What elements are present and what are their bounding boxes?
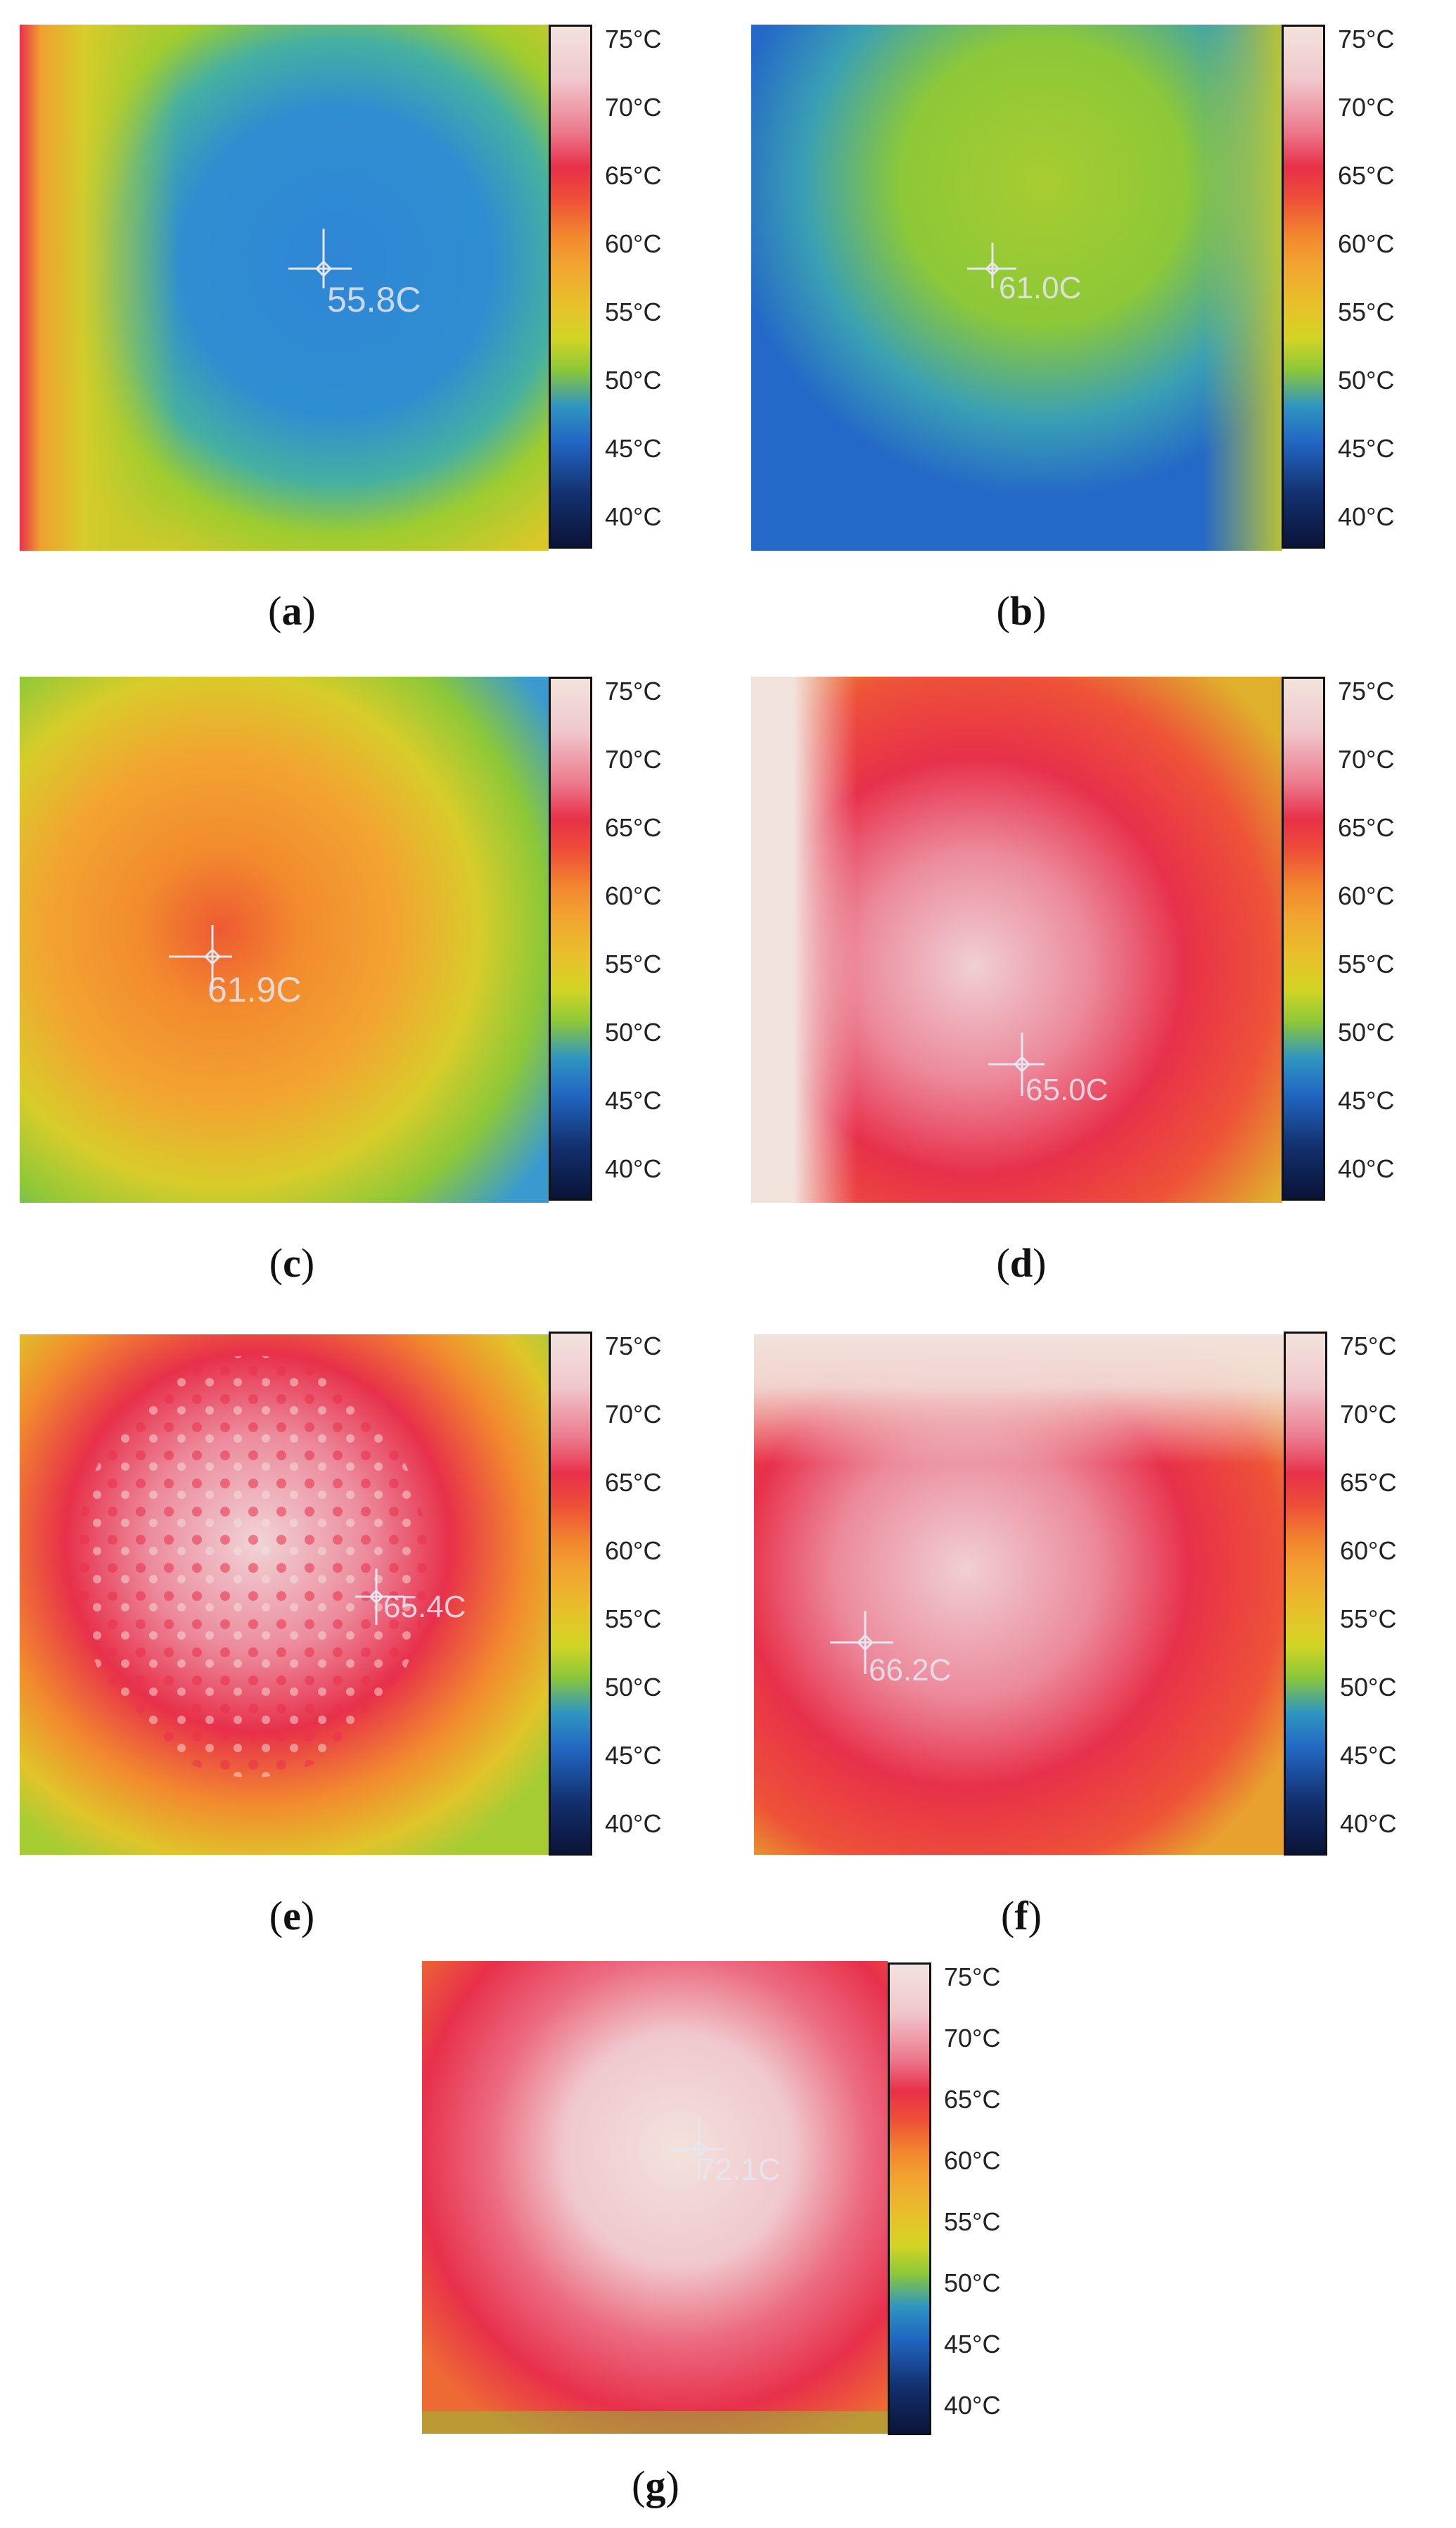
panel-caption: (g) <box>632 2463 679 2508</box>
scale-tick: 70°C <box>605 1400 662 1429</box>
scale-tick: 45°C <box>605 434 662 463</box>
scale-tick: 50°C <box>1338 366 1395 395</box>
scale-tick: 75°C <box>1338 25 1395 53</box>
temperature-reading: 66.2C <box>869 1653 952 1687</box>
scale-tick: 65°C <box>1338 813 1395 842</box>
scale-tick: 75°C <box>1340 1332 1397 1360</box>
scale-tick: 75°C <box>944 1962 1001 1991</box>
scale-tick: 65°C <box>944 2085 1001 2114</box>
scale-tick: 45°C <box>1338 434 1395 463</box>
scale-tick: 55°C <box>1340 1604 1397 1633</box>
color-scale-bar <box>549 1332 592 1856</box>
scale-tick: 50°C <box>605 1018 662 1047</box>
scale-tick: 50°C <box>605 1673 662 1702</box>
scale-tick: 40°C <box>605 1809 662 1838</box>
scale-tick: 75°C <box>1338 677 1395 706</box>
thermal-image-e <box>20 1334 549 1855</box>
color-scale-bar <box>888 1962 931 2435</box>
temperature-reading: 55.8C <box>327 280 421 319</box>
scale-tick: 45°C <box>605 1086 662 1115</box>
scale-tick: 55°C <box>1338 950 1395 978</box>
scale-tick: 65°C <box>605 161 662 190</box>
panel-caption: (d) <box>996 1240 1047 1286</box>
temperature-reading: 61.0C <box>999 271 1082 305</box>
scale-tick: 60°C <box>605 229 662 258</box>
scale-tick: 65°C <box>1340 1468 1397 1497</box>
scale-tick: 40°C <box>1340 1809 1397 1838</box>
scale-tick: 50°C <box>1340 1673 1397 1702</box>
scale-tick: 55°C <box>944 2207 1001 2236</box>
scale-tick: 65°C <box>605 813 662 842</box>
scale-tick: 70°C <box>1338 745 1395 774</box>
color-scale-bar <box>1282 25 1325 549</box>
scale-tick: 65°C <box>605 1468 662 1497</box>
scale-tick: 40°C <box>605 1154 662 1183</box>
scale-tick: 45°C <box>605 1741 662 1770</box>
scale-tick: 60°C <box>605 881 662 910</box>
panel-caption: (f) <box>1001 1893 1042 1939</box>
panel-caption: (a) <box>268 588 316 634</box>
temperature-reading: 65.4C <box>383 1590 466 1624</box>
color-scale-bar <box>549 677 592 1201</box>
scale-tick: 75°C <box>605 677 662 706</box>
scale-tick: 40°C <box>944 2391 1001 2420</box>
thermal-image-b <box>751 25 1282 551</box>
scale-tick: 40°C <box>1338 502 1395 531</box>
scale-tick: 60°C <box>605 1536 662 1565</box>
scale-tick: 55°C <box>605 950 662 978</box>
thermal-image-f <box>754 1334 1285 1855</box>
panel-caption: (e) <box>269 1893 315 1939</box>
crosshair-icon <box>830 1611 893 1674</box>
thermal-image-g <box>422 1961 888 2434</box>
scale-tick: 45°C <box>1340 1741 1397 1770</box>
scale-tick: 55°C <box>605 1604 662 1633</box>
scale-tick: 70°C <box>944 2024 1001 2053</box>
scale-tick: 60°C <box>1338 229 1395 258</box>
crosshair-icon <box>355 1569 404 1625</box>
scale-tick: 55°C <box>605 298 662 326</box>
temperature-reading: 61.9C <box>207 970 302 1009</box>
thermal-image-d <box>751 677 1282 1203</box>
thermal-image-c <box>20 677 549 1203</box>
temperature-reading: 72.1C <box>698 2152 781 2187</box>
crosshair-icon <box>967 239 1016 295</box>
temperature-reading: 65.0C <box>1026 1073 1109 1107</box>
scale-tick: 75°C <box>605 1332 662 1360</box>
scale-tick: 60°C <box>944 2146 1001 2175</box>
crosshair-icon <box>668 2117 724 2181</box>
crosshair-icon <box>169 925 232 988</box>
scale-tick: 50°C <box>605 366 662 395</box>
scale-tick: 70°C <box>1340 1400 1397 1429</box>
scale-tick: 75°C <box>605 25 662 53</box>
scale-tick: 50°C <box>944 2268 1001 2297</box>
scale-tick: 45°C <box>1338 1086 1395 1115</box>
color-scale-bar <box>549 25 592 549</box>
crosshair-icon <box>988 1033 1045 1096</box>
color-scale-bar <box>1282 677 1325 1201</box>
scale-tick: 55°C <box>1338 298 1395 326</box>
scale-tick: 50°C <box>1338 1018 1395 1047</box>
scale-tick: 70°C <box>605 745 662 774</box>
panel-caption: (b) <box>996 588 1047 634</box>
scale-tick: 60°C <box>1340 1536 1397 1565</box>
scale-tick: 65°C <box>1338 161 1395 190</box>
panel-caption: (c) <box>269 1240 315 1286</box>
scale-tick: 60°C <box>1338 881 1395 910</box>
scale-tick: 40°C <box>1338 1154 1395 1183</box>
scale-tick: 70°C <box>1338 93 1395 122</box>
thermal-image-a <box>20 25 549 551</box>
color-scale-bar <box>1284 1332 1327 1856</box>
scale-tick: 70°C <box>605 93 662 122</box>
scale-tick: 45°C <box>944 2330 1001 2358</box>
scale-tick: 40°C <box>605 502 662 531</box>
